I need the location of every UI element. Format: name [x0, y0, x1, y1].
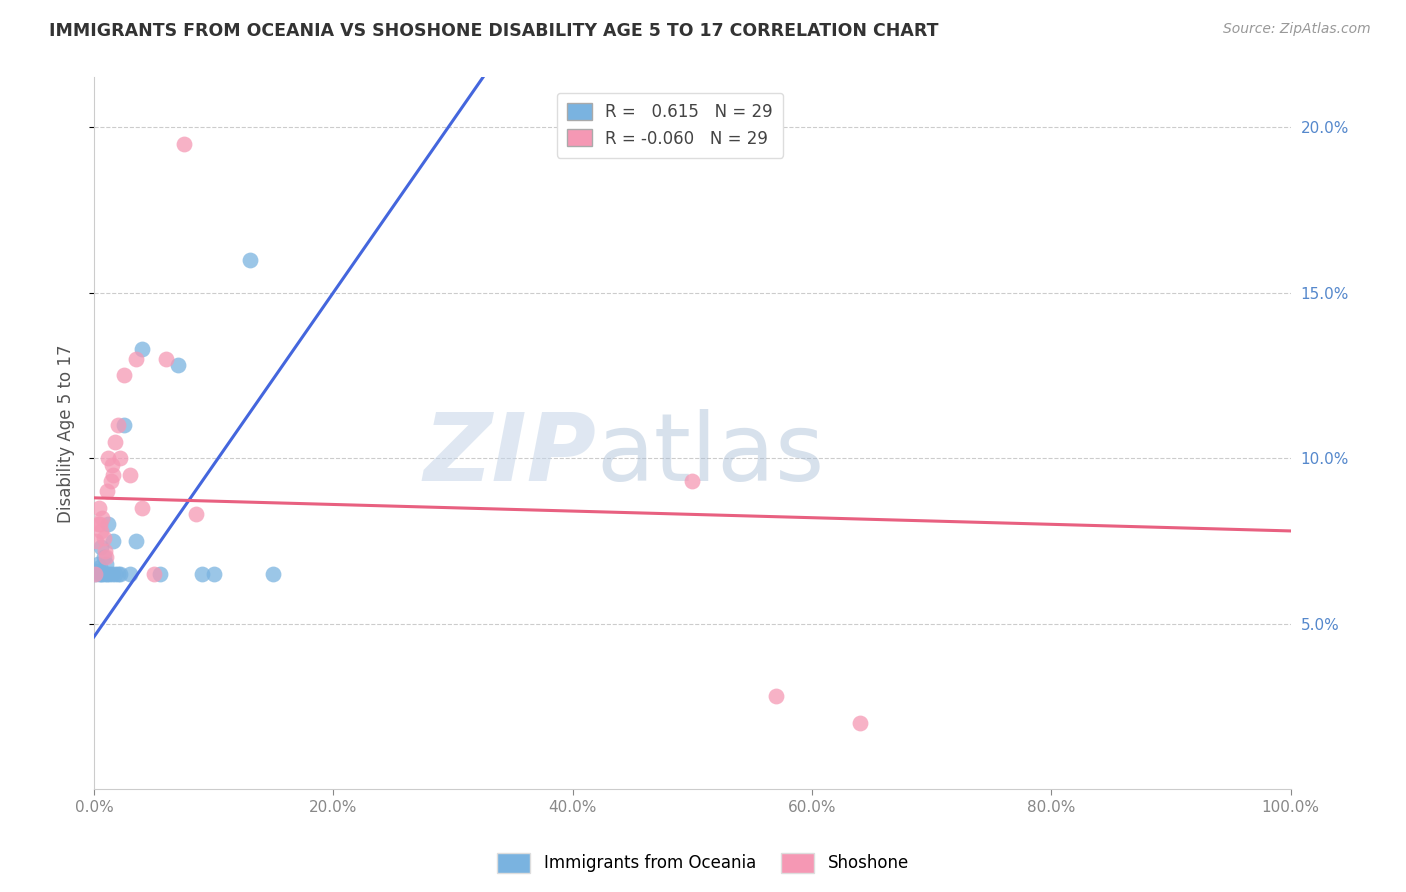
Point	[86, 517, 108, 532]
Text: Source: ZipAtlas.com: Source: ZipAtlas.com	[1223, 22, 1371, 37]
Point	[110, 566, 132, 581]
Point	[90, 524, 112, 538]
Point	[765, 690, 787, 704]
Point	[125, 533, 148, 548]
Point	[104, 566, 127, 581]
Point	[155, 351, 177, 366]
Point	[125, 351, 148, 366]
Point	[96, 484, 118, 499]
Text: atlas: atlas	[596, 409, 825, 500]
Point	[107, 417, 129, 432]
Point	[97, 451, 120, 466]
Point	[90, 541, 112, 555]
Point	[131, 500, 153, 515]
Point	[142, 566, 165, 581]
Point	[98, 566, 121, 581]
Point	[107, 566, 129, 581]
Point	[173, 136, 195, 151]
Y-axis label: Disability Age 5 to 17: Disability Age 5 to 17	[58, 344, 75, 523]
Point	[93, 566, 115, 581]
Point	[190, 566, 212, 581]
Point	[118, 566, 141, 581]
Legend: R =   0.615   N = 29, R = -0.060   N = 29: R = 0.615 N = 29, R = -0.060 N = 29	[557, 93, 783, 158]
Point	[101, 458, 124, 472]
Point	[91, 510, 114, 524]
Point	[112, 417, 135, 432]
Point	[149, 566, 172, 581]
Point	[238, 252, 260, 267]
Point	[86, 533, 108, 548]
Point	[90, 566, 112, 581]
Point	[89, 517, 111, 532]
Point	[101, 566, 124, 581]
Point	[87, 500, 110, 515]
Point	[89, 560, 111, 574]
Point	[93, 550, 115, 565]
Point	[96, 566, 118, 581]
Point	[101, 533, 124, 548]
Point	[87, 566, 110, 581]
Point	[104, 434, 127, 449]
Point	[110, 451, 132, 466]
Point	[131, 342, 153, 356]
Point	[86, 564, 108, 578]
Point	[202, 566, 225, 581]
Point	[262, 566, 284, 581]
Point	[93, 531, 115, 545]
Point	[184, 508, 207, 522]
Point	[118, 467, 141, 482]
Point	[84, 566, 107, 581]
Text: IMMIGRANTS FROM OCEANIA VS SHOSHONE DISABILITY AGE 5 TO 17 CORRELATION CHART: IMMIGRANTS FROM OCEANIA VS SHOSHONE DISA…	[49, 22, 939, 40]
Point	[681, 475, 703, 489]
Point	[86, 557, 108, 571]
Point	[94, 557, 117, 571]
Point	[91, 566, 114, 581]
Point	[100, 475, 122, 489]
Point	[84, 566, 107, 581]
Legend: Immigrants from Oceania, Shoshone: Immigrants from Oceania, Shoshone	[491, 847, 915, 880]
Point	[101, 467, 124, 482]
Point	[97, 517, 120, 532]
Point	[112, 368, 135, 383]
Point	[94, 550, 117, 565]
Point	[166, 359, 188, 373]
Text: ZIP: ZIP	[423, 409, 596, 500]
Point	[93, 543, 115, 558]
Point	[849, 715, 872, 730]
